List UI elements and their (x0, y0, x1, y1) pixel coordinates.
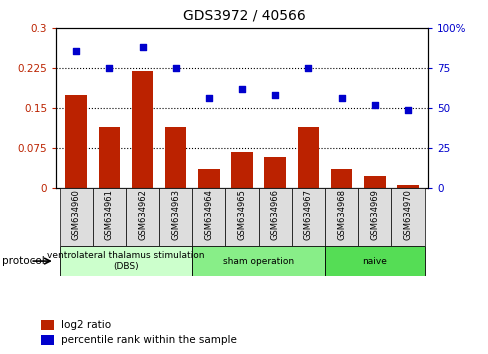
Bar (93, 188, 125, 246)
Bar (192, 246, 325, 276)
Bar (297, 127, 319, 188)
Bar (41, 336, 54, 345)
Text: sham operation: sham operation (223, 257, 294, 266)
Bar (225, 188, 258, 246)
Bar (264, 157, 285, 188)
Point (370, 102, 378, 108)
Text: percentile rank within the sample: percentile rank within the sample (61, 335, 236, 346)
Text: GSM634963: GSM634963 (171, 189, 180, 240)
Bar (363, 176, 385, 188)
Text: GSM634969: GSM634969 (369, 189, 379, 240)
Bar (125, 188, 159, 246)
Bar (396, 185, 418, 188)
Point (204, 96, 212, 101)
Text: GSM634961: GSM634961 (104, 189, 114, 240)
Point (105, 65, 113, 71)
Bar (192, 188, 225, 246)
Bar (60, 188, 93, 246)
Point (138, 45, 146, 50)
Text: GSM634964: GSM634964 (204, 189, 213, 240)
Point (238, 86, 245, 92)
Text: GSM634970: GSM634970 (403, 189, 411, 240)
Bar (330, 169, 352, 188)
Text: log2 ratio: log2 ratio (61, 320, 111, 330)
Bar (99, 127, 120, 188)
Text: naive: naive (362, 257, 386, 266)
Text: GSM634967: GSM634967 (304, 189, 312, 240)
Bar (258, 188, 291, 246)
Bar (60, 246, 192, 276)
Point (171, 65, 179, 71)
Text: GSM634968: GSM634968 (336, 189, 346, 240)
Point (271, 92, 279, 98)
Point (304, 65, 312, 71)
Text: GSM634966: GSM634966 (270, 189, 279, 240)
Point (337, 96, 345, 101)
Bar (231, 152, 252, 188)
Bar (131, 71, 153, 188)
Point (403, 107, 411, 113)
Bar (357, 188, 390, 246)
Text: GSM634960: GSM634960 (72, 189, 81, 240)
Text: protocol: protocol (2, 256, 45, 266)
Bar (159, 188, 192, 246)
Bar (325, 188, 357, 246)
Text: GSM634962: GSM634962 (138, 189, 147, 240)
Bar (198, 169, 219, 188)
Text: ventrolateral thalamus stimulation
(DBS): ventrolateral thalamus stimulation (DBS) (47, 251, 204, 271)
Bar (291, 188, 325, 246)
Text: GDS3972 / 40566: GDS3972 / 40566 (183, 9, 305, 23)
Point (72, 48, 80, 53)
Bar (41, 320, 54, 330)
Bar (65, 95, 87, 188)
Text: GSM634965: GSM634965 (237, 189, 246, 240)
Bar (164, 127, 186, 188)
Bar (325, 246, 424, 276)
Bar (390, 188, 424, 246)
